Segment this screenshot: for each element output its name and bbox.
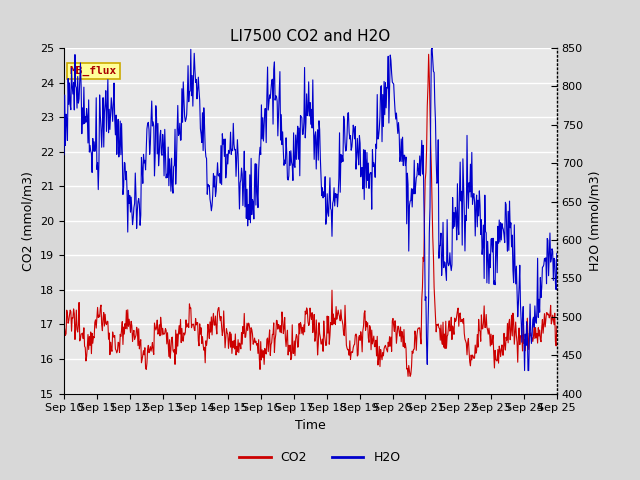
Text: MB_flux: MB_flux xyxy=(70,66,117,76)
X-axis label: Time: Time xyxy=(295,419,326,432)
Y-axis label: CO2 (mmol/m3): CO2 (mmol/m3) xyxy=(22,171,35,271)
Y-axis label: H2O (mmol/m3): H2O (mmol/m3) xyxy=(588,170,602,271)
Legend: CO2, H2O: CO2, H2O xyxy=(234,446,406,469)
Title: LI7500 CO2 and H2O: LI7500 CO2 and H2O xyxy=(230,29,390,44)
